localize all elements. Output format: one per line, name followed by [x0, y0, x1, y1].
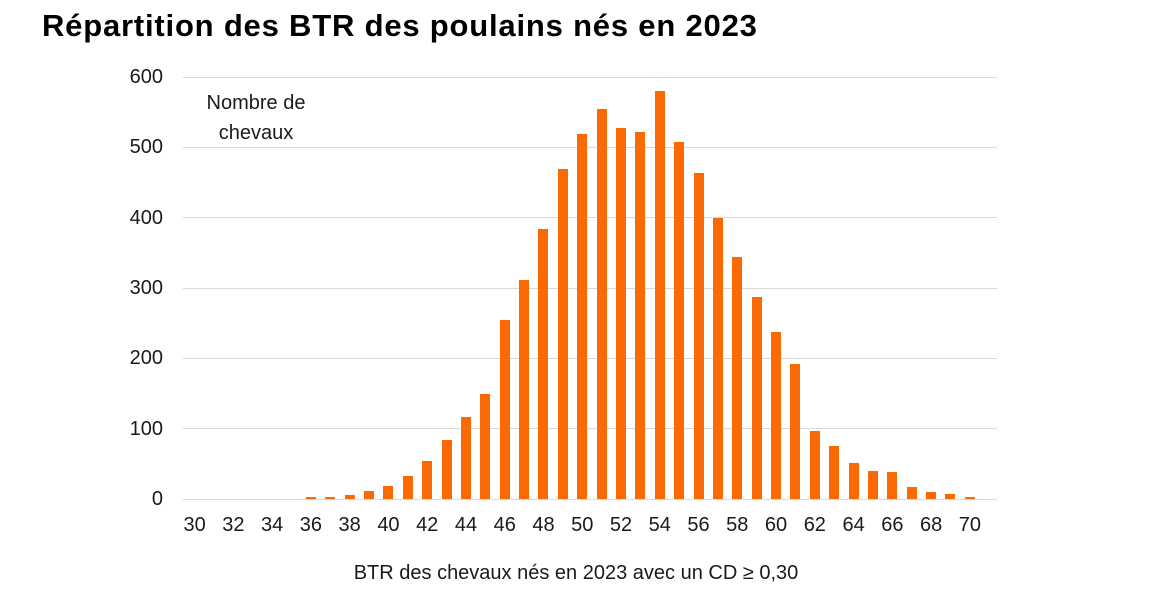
- y-axis-annotation-line2: chevaux: [218, 122, 294, 144]
- bar-btr-54: [654, 91, 665, 499]
- bar-btr-46: [499, 320, 510, 499]
- bar-btr-64: [848, 463, 859, 499]
- bar-btr-36: [305, 497, 316, 499]
- x-tick-label-58: 58: [726, 514, 749, 536]
- y-axis-annotation: Nombre de chevaux: [191, 88, 321, 148]
- bar-btr-37: [325, 496, 336, 499]
- x-tick-label-50: 50: [571, 514, 594, 536]
- bar-btr-41: [402, 476, 413, 499]
- bar-btr-59: [751, 297, 762, 499]
- y-tick-label-600: 600: [129, 66, 163, 88]
- x-tick-label-42: 42: [416, 514, 439, 536]
- gridline-100: [183, 428, 997, 430]
- bar-btr-49: [557, 169, 568, 499]
- bar-btr-48: [538, 228, 549, 499]
- gridline-600: [183, 76, 997, 78]
- x-tick-label-34: 34: [261, 514, 284, 536]
- x-tick-label-38: 38: [338, 514, 361, 536]
- y-tick-label-0: 0: [151, 488, 163, 510]
- x-tick-label-56: 56: [687, 514, 710, 536]
- x-tick-label-32: 32: [222, 514, 245, 536]
- gridline-500: [183, 146, 997, 148]
- chart-title: Répartition des BTR des poulains nés en …: [42, 8, 758, 43]
- bar-btr-61: [790, 363, 801, 499]
- bar-btr-43: [441, 439, 452, 499]
- gridline-200: [183, 357, 997, 359]
- x-tick-label-40: 40: [377, 514, 400, 536]
- x-axis-title: BTR des chevaux nés en 2023 avec un CD ≥…: [353, 562, 799, 584]
- y-tick-label-400: 400: [129, 206, 163, 229]
- bar-btr-42: [422, 461, 433, 499]
- gridline-0: [183, 498, 997, 500]
- bar-btr-68: [926, 491, 937, 499]
- bar-btr-70: [964, 497, 975, 499]
- x-tick-label-62: 62: [803, 514, 826, 536]
- x-tick-label-46: 46: [493, 514, 516, 536]
- bar-btr-55: [674, 142, 685, 499]
- bar-btr-66: [887, 472, 898, 499]
- x-tick-label-44: 44: [454, 514, 478, 536]
- x-tick-label-54: 54: [648, 514, 671, 536]
- x-tick-label-52: 52: [609, 514, 633, 536]
- y-tick-label-500: 500: [129, 136, 163, 159]
- bar-btr-52: [616, 128, 626, 499]
- y-tick-label-200: 200: [129, 347, 163, 370]
- x-tick-label-68: 68: [919, 514, 943, 536]
- bar-btr-60: [771, 332, 782, 499]
- y-tick-label-100: 100: [129, 417, 163, 440]
- x-tick-label-70: 70: [958, 514, 981, 536]
- bar-btr-51: [596, 108, 607, 499]
- x-tick-label-64: 64: [842, 514, 865, 536]
- bar-btr-47: [519, 279, 530, 499]
- gridline-300: [183, 287, 997, 289]
- y-tick-label-300: 300: [129, 277, 163, 299]
- bar-btr-38: [344, 495, 355, 499]
- bar-btr-56: [693, 173, 704, 499]
- bar-btr-65: [867, 470, 878, 499]
- plot-area: Nombre de chevaux: [183, 76, 997, 500]
- bar-btr-63: [829, 446, 840, 499]
- bar-btr-53: [635, 131, 646, 499]
- bar-btr-40: [383, 485, 394, 499]
- x-tick-label-60: 60: [764, 514, 788, 536]
- bar-btr-39: [364, 490, 375, 499]
- y-axis-annotation-line1: Nombre de: [206, 92, 306, 114]
- bar-btr-67: [906, 487, 917, 499]
- x-tick-label-48: 48: [532, 514, 555, 536]
- bar-btr-50: [577, 133, 588, 499]
- gridline-400: [183, 217, 997, 219]
- bar-btr-45: [480, 394, 491, 499]
- bar-btr-44: [460, 416, 471, 499]
- bar-btr-57: [712, 218, 723, 499]
- bar-btr-69: [945, 494, 956, 499]
- x-tick-label-36: 36: [299, 514, 323, 536]
- bar-btr-58: [732, 257, 743, 499]
- x-tick-label-66: 66: [881, 514, 904, 536]
- x-tick-label-30: 30: [183, 514, 206, 536]
- bar-btr-62: [809, 430, 820, 499]
